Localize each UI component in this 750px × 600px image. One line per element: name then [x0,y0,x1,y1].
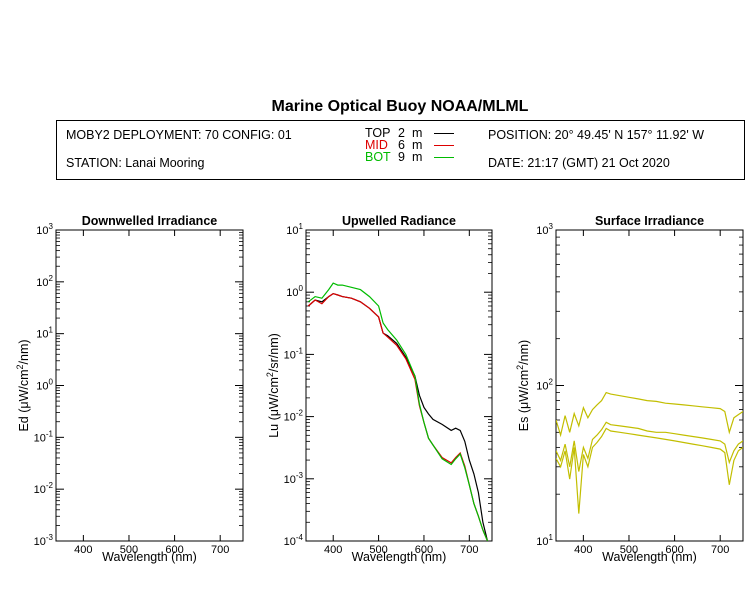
legend-label-top: TOP [365,126,391,140]
y-tick-label: 103 [36,222,53,237]
plot-frame [555,229,744,542]
legend-unit-mid: m [412,138,423,152]
x-axis-label: Wavelength (nm) [352,550,447,564]
x-tick-label: 400 [324,544,342,556]
position-text: POSITION: 20° 49.45' N 157° 11.92' W [488,128,705,142]
series-line-mid [307,292,489,541]
legend-line-mid [434,145,454,146]
legend-depth-mid: 6 [398,138,405,152]
x-tick-label: 600 [665,544,683,556]
y-tick-label: 100 [286,284,303,299]
x-tick-label: 500 [369,544,387,556]
y-axis-label: Ed (μW/cm2/nm) [15,339,31,431]
x-tick-label: 600 [165,544,183,556]
x-tick-label: 700 [460,544,478,556]
y-tick-label: 10-1 [34,429,54,444]
y-tick-label: 10-3 [284,471,304,486]
y-tick-label: 103 [536,222,553,237]
x-axis-label: Wavelength (nm) [602,550,697,564]
chart-lu: Upwelled Radiance 400 500 600 700 Wavelength … [265,214,493,564]
x-tick-label: 600 [415,544,433,556]
y-tick-label: 101 [286,222,303,237]
x-tick-label: 700 [211,544,229,556]
y-tick-label: 102 [536,378,553,393]
series-line-top [307,292,489,541]
y-tick-label: 100 [36,378,53,393]
date-text: DATE: 21:17 (GMT) 21 Oct 2020 [488,156,670,170]
y-axis-label: Es (μW/cm2/nm) [515,340,531,431]
x-tick-label: 400 [74,544,92,556]
legend-label-bot: BOT [365,150,391,164]
y-tick-label: 10-3 [34,533,54,548]
y-tick-label: 102 [36,274,53,289]
legend-unit-bot: m [412,150,423,164]
header-info-box: MOBY2 DEPLOYMENT: 70 CONFIG: 01 STATION:… [56,120,745,180]
legend-depth-top: 2 [398,126,405,140]
y-tick-label: 101 [36,326,53,341]
plot-frame [55,229,244,542]
deployment-text: MOBY2 DEPLOYMENT: 70 CONFIG: 01 [66,128,292,142]
series-line-es-middle [556,421,743,472]
y-tick-label: 10-1 [284,346,304,361]
y-tick-label: 10-2 [34,481,54,496]
x-tick-label: 700 [711,544,729,556]
series-line-es-upper [556,391,743,438]
x-axis-label: Wavelength (nm) [102,550,197,564]
x-tick-label: 500 [120,544,138,556]
chart-es: Surface Irradiance 400 500 600 700 Wavelength… [515,214,744,564]
legend-depth-bot: 9 [398,150,405,164]
chart-main-title: Marine Optical Buoy NOAA/MLML [271,98,529,115]
x-tick-label: 400 [574,544,592,556]
station-text: STATION: Lanai Mooring [66,156,205,170]
x-tick-label: 500 [620,544,638,556]
legend-label-mid: MID [365,138,388,152]
y-axis-label: Lu (μW/cm2/sr/nm) [265,333,281,438]
legend-line-bot [434,157,454,158]
series-line-bot [307,282,489,541]
chart-title: Downwelled Irradiance [82,214,218,228]
chart-title: Surface Irradiance [595,214,704,228]
y-tick-label: 101 [536,533,553,548]
plot-frame [305,229,493,542]
legend-line-top [434,133,454,134]
y-tick-label: 10-2 [284,409,304,424]
series-line-es-lower [556,427,743,514]
y-tick-label: 10-4 [284,533,304,548]
legend-unit-top: m [412,126,423,140]
chart-title: Upwelled Radiance [342,214,456,228]
chart-ed: Downwelled Irradiance 400 500 600 700 Wavelen… [15,214,244,564]
